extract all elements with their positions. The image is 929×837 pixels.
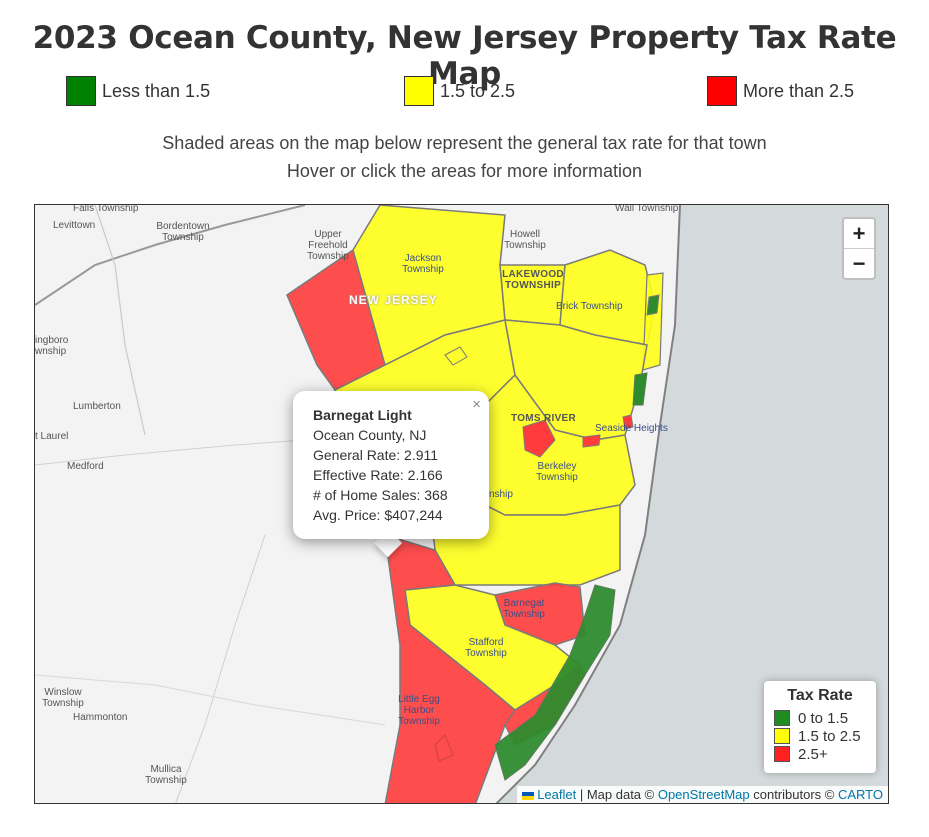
zoom-control: + − — [842, 217, 876, 280]
place-label: Berkeley Township — [536, 461, 578, 483]
place-label: Falls Township — [73, 204, 139, 214]
carto-link[interactable]: CARTO — [837, 787, 883, 802]
popup-avg-price: Avg. Price: $407,244 — [313, 507, 443, 523]
place-label: Winslow Township — [42, 687, 84, 709]
place-label: Levittown — [53, 220, 96, 231]
place-label: nship — [489, 489, 513, 500]
map-legend-swatch-green — [774, 710, 790, 726]
legend-item-mid: 1.5 to 2.5 — [404, 76, 515, 106]
region-island-heights[interactable] — [582, 434, 601, 448]
place-label: Stafford Township — [465, 637, 507, 659]
place-label: Brick Township — [556, 301, 623, 312]
popup-general-rate: General Rate: 2.911 — [313, 447, 439, 463]
legend-swatch-red — [707, 76, 737, 106]
attribution-contrib: contributors © — [749, 787, 838, 802]
info-popup: × Barnegat Light Ocean County, NJ Genera… — [293, 391, 489, 539]
legend-label-mid: 1.5 to 2.5 — [440, 80, 516, 101]
legend-label-low: Less than 1.5 — [102, 80, 211, 101]
map-container[interactable]: Falls Township Wall Township Levittown B… — [34, 204, 889, 804]
legend-item-high: More than 2.5 — [707, 76, 854, 106]
region-little-egg-harbor[interactable] — [384, 533, 516, 804]
place-label: t Laurel — [35, 431, 69, 442]
place-label: Howell Township — [504, 229, 546, 251]
page-title: 2023 Ocean County, New Jersey Property T… — [32, 20, 897, 92]
popup-effective-rate: Effective Rate: 2.166 — [313, 467, 443, 483]
zoom-out-button[interactable]: − — [844, 248, 874, 278]
leaflet-link[interactable]: Leaflet — [537, 787, 577, 802]
map-legend-row: 2.5+ — [774, 745, 866, 763]
lake-outline — [444, 346, 468, 366]
region-seaside-heights[interactable] — [622, 414, 634, 430]
place-label: ingboro wnship — [35, 335, 69, 357]
legend-swatch-yellow — [404, 76, 434, 106]
place-label: Bordentown Township — [156, 221, 210, 243]
popup-home-sales: # of Home Sales: 368 — [313, 487, 448, 503]
popup-county: Ocean County, NJ — [313, 427, 427, 443]
osm-link[interactable]: OpenStreetMap — [657, 787, 750, 802]
ukraine-flag-icon — [522, 791, 535, 800]
popup-close-button[interactable]: × — [472, 396, 481, 413]
legend-label-high: More than 2.5 — [743, 80, 855, 101]
place-label: Jackson Township — [402, 253, 444, 275]
zoom-in-button[interactable]: + — [852, 221, 866, 246]
place-label: Barnegat Township — [503, 598, 545, 620]
map-legend-swatch-yellow — [774, 728, 790, 744]
region-lavallette[interactable] — [632, 372, 648, 406]
state-label: NEW JERSEY — [349, 293, 438, 307]
map-legend-label: 2.5+ — [798, 745, 828, 763]
place-label: Little Egg Harbor Township — [398, 694, 440, 727]
place-label: Wall Township — [615, 204, 679, 214]
map-legend-label: 1.5 to 2.5 — [798, 727, 861, 745]
map-canvas[interactable] — [35, 205, 889, 804]
road-line — [35, 674, 386, 726]
attribution-sep: | Map data © — [576, 787, 658, 802]
road-line — [175, 534, 266, 803]
place-label: Hammonton — [73, 712, 128, 723]
legend-item-low: Less than 1.5 — [66, 76, 210, 106]
ocean-area — [497, 205, 888, 803]
region-long-beach-island[interactable] — [494, 584, 616, 781]
place-label: Medford — [67, 461, 104, 472]
map-legend-label: 0 to 1.5 — [798, 709, 849, 727]
popup-title: Barnegat Light — [313, 407, 412, 423]
place-label: Upper Freehold Township — [307, 229, 349, 262]
road-line — [35, 439, 306, 466]
place-label: Seaside Heights — [595, 423, 668, 434]
region-point-pleasant[interactable] — [642, 272, 664, 371]
map-legend-row: 0 to 1.5 — [774, 709, 866, 727]
legend-swatch-green — [66, 76, 96, 106]
road-line — [35, 205, 306, 306]
map-legend-swatch-red — [774, 746, 790, 762]
description-line-2: Hover or click the areas for more inform… — [286, 161, 643, 181]
region-bay-head[interactable] — [646, 294, 660, 316]
map-legend-title: Tax Rate — [787, 687, 853, 704]
coastline — [495, 205, 681, 803]
road-line — [94, 205, 146, 436]
place-label: LAKEWOOD TOWNSHIP — [502, 269, 564, 291]
lake-outline — [434, 734, 454, 762]
map-attribution: Leaflet | Map data © OpenStreetMap contr… — [517, 786, 888, 803]
map-legend-row: 1.5 to 2.5 — [774, 727, 866, 745]
map-legend: Tax Rate 0 to 1.5 1.5 to 2.5 2.5+ — [764, 681, 876, 773]
place-label: Lumberton — [73, 401, 121, 412]
place-label: Mullica Township — [145, 764, 187, 786]
description-line-1: Shaded areas on the map below represent … — [162, 133, 767, 153]
place-label: TOMS RIVER — [511, 413, 577, 424]
top-legend: Less than 1.5 1.5 to 2.5 More than 2.5 — [0, 76, 929, 112]
region-south-toms-river[interactable] — [522, 419, 556, 458]
